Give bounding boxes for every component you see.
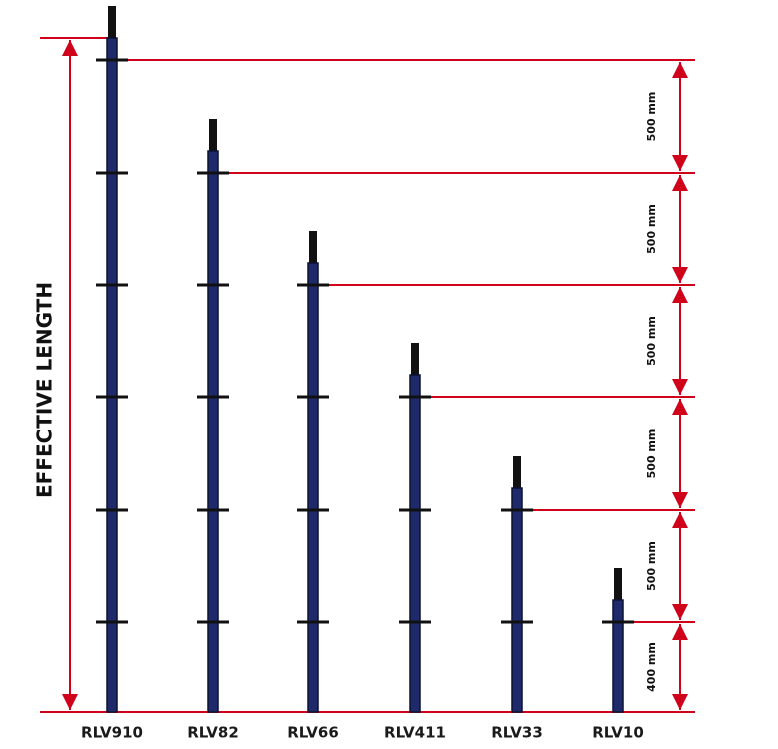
spigot bbox=[209, 119, 217, 153]
dimension-label: 500 mm bbox=[645, 429, 658, 479]
axis-label: EFFECTIVE LENGTH bbox=[33, 282, 57, 498]
standard-name: RLV910 bbox=[81, 724, 143, 742]
spigot bbox=[309, 231, 317, 265]
dimension-label: 500 mm bbox=[645, 92, 658, 142]
spigot bbox=[513, 456, 521, 490]
dimension-label: 400 mm bbox=[645, 642, 658, 692]
standard bbox=[409, 374, 421, 713]
dimension-label: 500 mm bbox=[645, 541, 658, 591]
standard-name: RLV66 bbox=[287, 724, 339, 742]
dimension-label: 500 mm bbox=[645, 204, 658, 254]
standard bbox=[612, 599, 624, 713]
standard-name: RLV82 bbox=[187, 724, 239, 742]
spigot bbox=[108, 6, 116, 40]
standard-name: RLV411 bbox=[384, 724, 446, 742]
standard bbox=[307, 262, 319, 713]
spigot bbox=[614, 568, 622, 602]
spigot bbox=[411, 343, 419, 377]
standard bbox=[207, 150, 219, 713]
standard bbox=[511, 487, 523, 713]
dimension-label: 500 mm bbox=[645, 316, 658, 366]
standard bbox=[106, 37, 118, 713]
standard-name: RLV33 bbox=[491, 724, 543, 742]
standard-name: RLV10 bbox=[592, 724, 644, 742]
